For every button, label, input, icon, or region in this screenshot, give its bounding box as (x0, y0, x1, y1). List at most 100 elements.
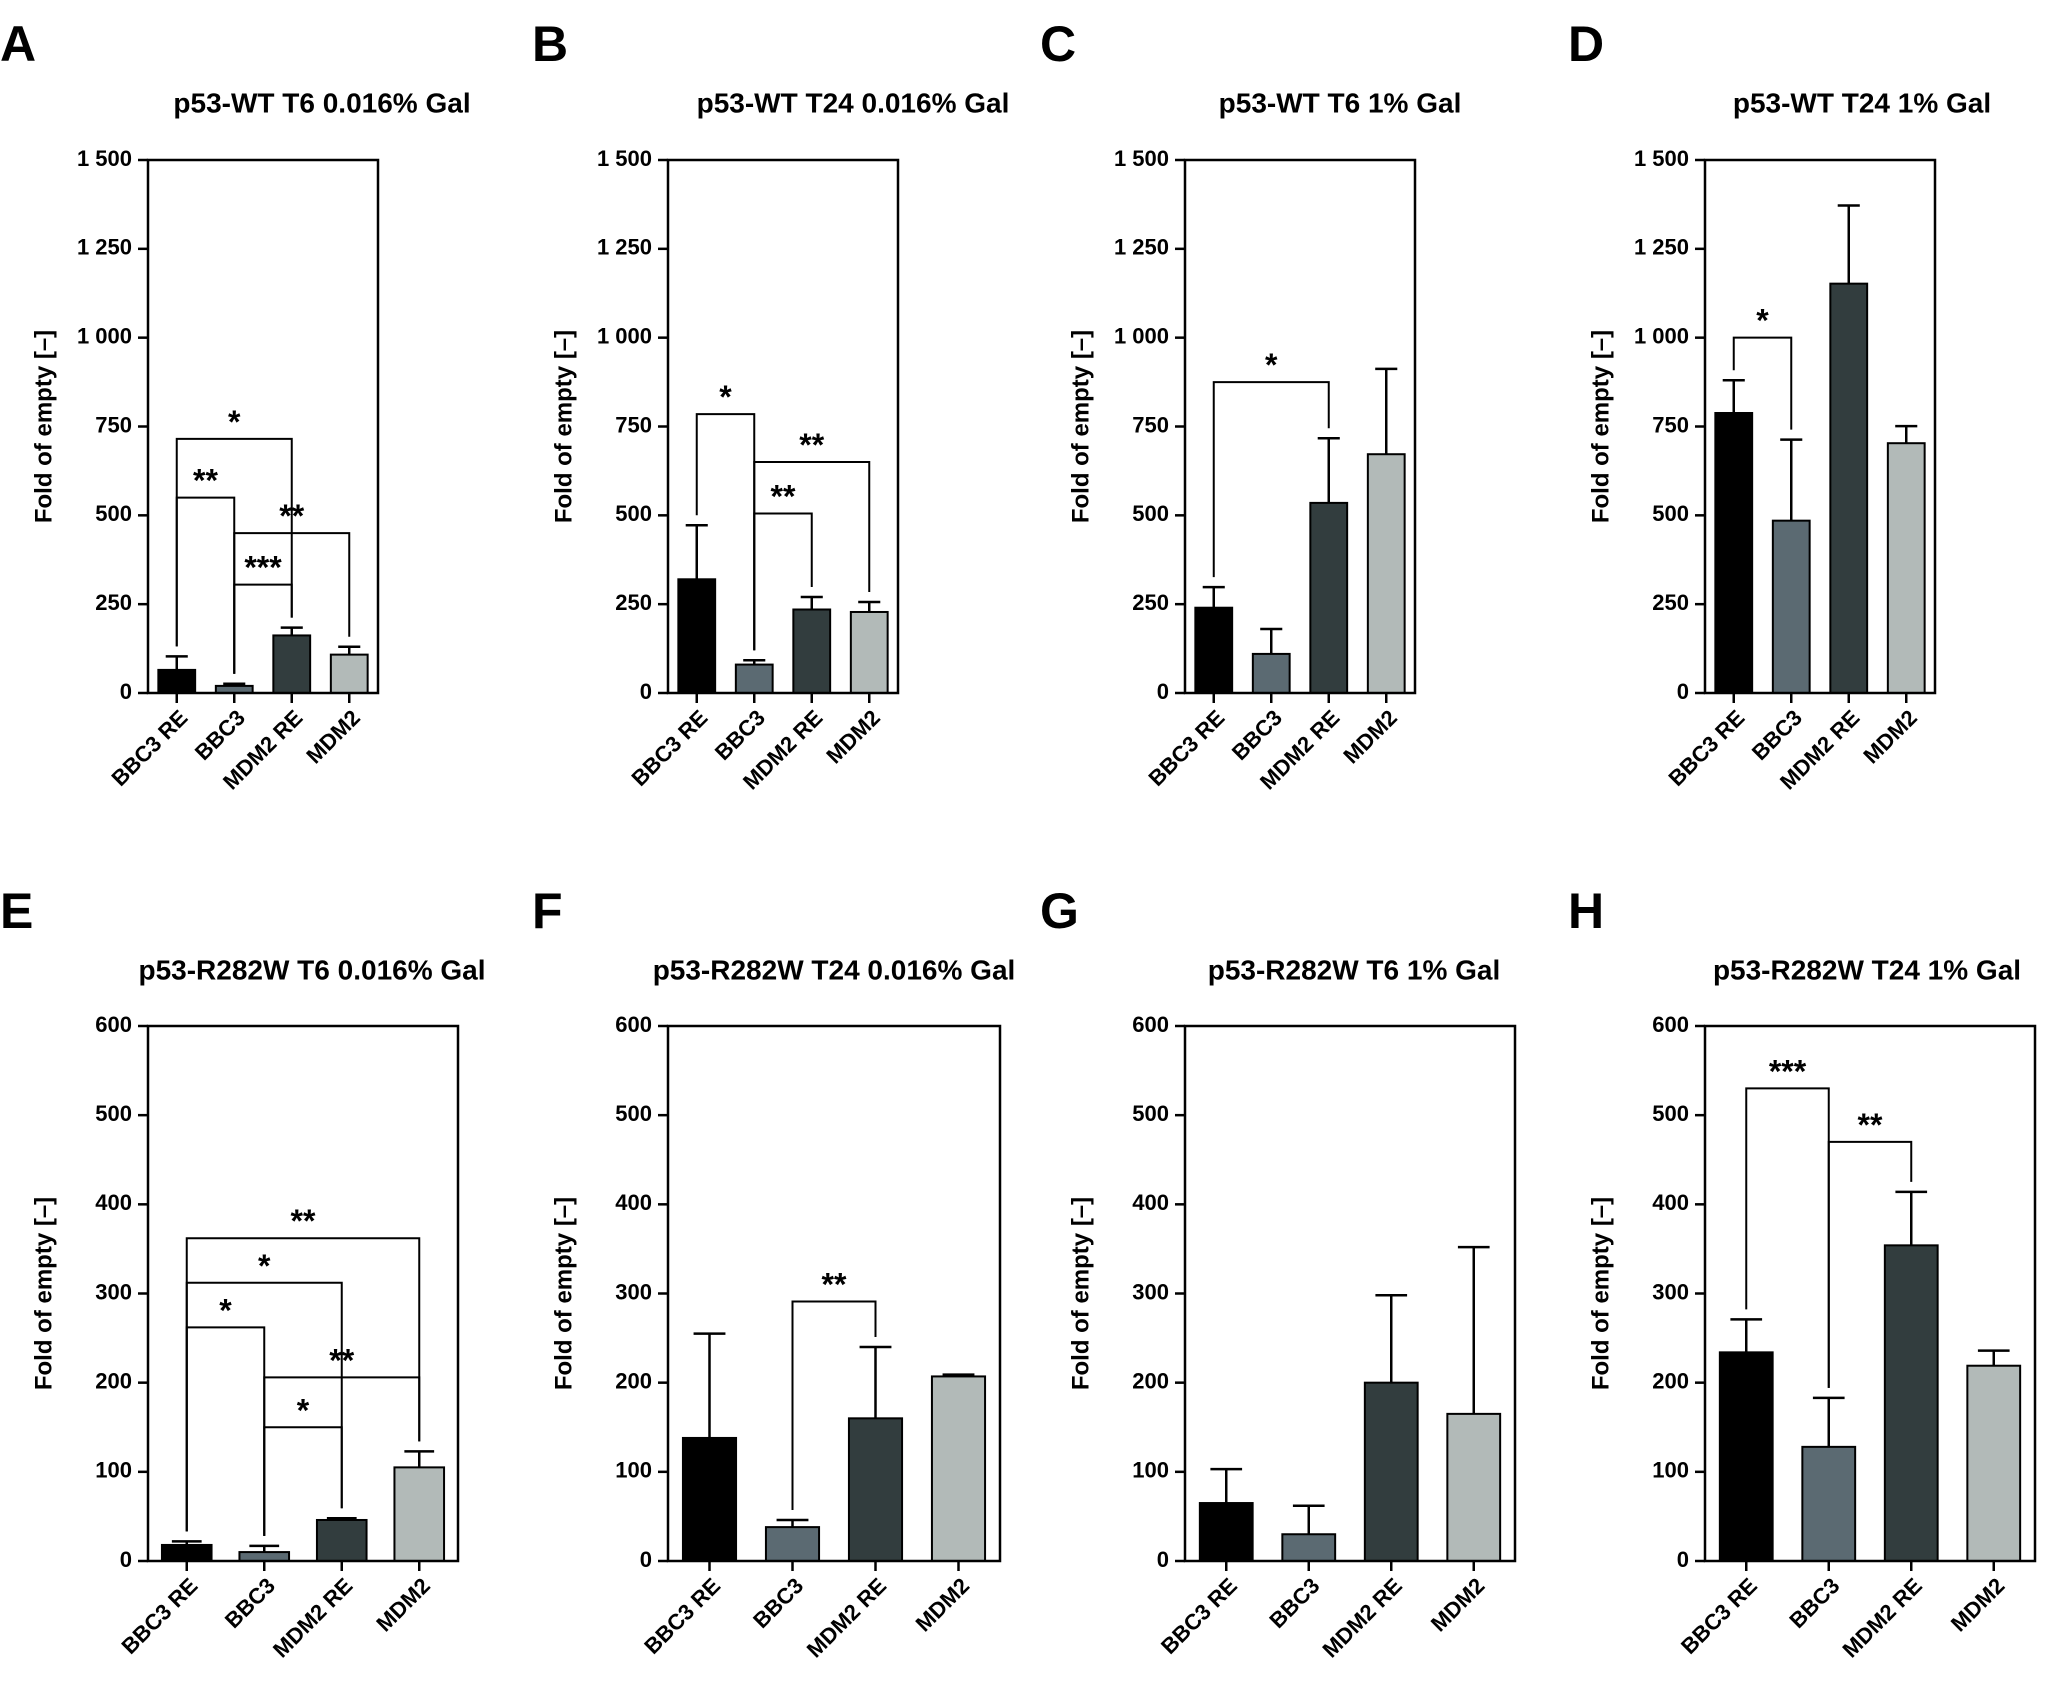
bar (393, 1466, 446, 1562)
y-tick-label: 100 (615, 1458, 652, 1483)
x-tick-label: BBC3 RE (1143, 705, 1229, 791)
x-tick-label: MDM2 (371, 1573, 434, 1636)
panel-letter: B (532, 16, 568, 72)
bar (681, 1436, 738, 1562)
y-tick-label: 400 (95, 1190, 132, 1215)
bar (1281, 1533, 1337, 1562)
x-tick-label: MDM2 RE (1317, 1573, 1406, 1662)
bar (160, 1543, 213, 1562)
y-tick-label: 1 000 (597, 323, 652, 348)
y-tick-label: 750 (1652, 412, 1689, 437)
bar (1829, 282, 1869, 694)
significance-bracket (175, 496, 236, 674)
y-axis-title: Fold of empty [–] (550, 1197, 577, 1390)
y-tick-label: 250 (95, 590, 132, 615)
y-axis-title: Fold of empty [–] (30, 1197, 57, 1390)
y-tick-label: 1 000 (1114, 323, 1169, 348)
x-tick-label: MDM2 (821, 705, 884, 768)
y-tick-label: 500 (1652, 501, 1689, 526)
y-tick-label: 1 000 (77, 323, 132, 348)
bar (1366, 453, 1406, 694)
y-tick-label: 200 (615, 1368, 652, 1393)
bar (315, 1518, 368, 1562)
significance-bracket (233, 583, 293, 674)
panel-letter: F (532, 883, 563, 939)
bar (792, 608, 832, 694)
x-tick-label: BBC3 (1264, 1573, 1324, 1633)
y-tick-label: 500 (1132, 501, 1169, 526)
panel-title: p53-R282W T6 1% Gal (1208, 954, 1501, 985)
x-tick-label: BBC3 (1784, 1573, 1844, 1633)
x-tick-label: BBC3 RE (1663, 705, 1749, 791)
y-tick-label: 0 (120, 679, 132, 704)
significance-bracket (753, 512, 813, 651)
significance-label: * (1756, 303, 1769, 339)
y-tick-label: 300 (1652, 1279, 1689, 1304)
y-tick-label: 1 500 (597, 146, 652, 171)
panel-title: p53-WT T24 1% Gal (1733, 87, 1991, 118)
significance-label: *** (244, 550, 282, 586)
y-tick-label: 200 (95, 1368, 132, 1393)
y-axis-title: Fold of empty [–] (1067, 330, 1094, 523)
y-tick-label: 750 (1132, 412, 1169, 437)
bar (329, 653, 369, 695)
bar (734, 663, 774, 694)
y-tick-label: 0 (640, 1547, 652, 1572)
significance-label: ** (771, 479, 796, 515)
panel-title: p53-WT T6 0.016% Gal (173, 87, 470, 118)
panel-title: p53-R282W T24 1% Gal (1713, 954, 2021, 985)
significance-bracket (791, 1300, 877, 1510)
x-tick-label: MDM2 (911, 1573, 974, 1636)
significance-bracket (1732, 336, 1793, 430)
bar (157, 668, 197, 694)
y-tick-label: 1 250 (597, 235, 652, 260)
bar (1771, 519, 1811, 694)
significance-label: * (219, 1292, 232, 1328)
y-tick-label: 1 250 (1634, 235, 1689, 260)
x-tick-label: BBC3 RE (626, 705, 712, 791)
bar (1198, 1502, 1254, 1562)
y-tick-label: 0 (1677, 679, 1689, 704)
bar (1363, 1381, 1419, 1562)
y-axis-title: Fold of empty [–] (1587, 330, 1614, 523)
panel-title: p53-WT T6 1% Gal (1219, 87, 1462, 118)
panel-title: p53-R282W T6 0.016% Gal (138, 954, 485, 985)
y-tick-label: 600 (1652, 1012, 1689, 1037)
bar (1718, 1351, 1774, 1562)
bar (1966, 1364, 2022, 1562)
significance-label: * (258, 1248, 271, 1284)
y-tick-label: 100 (1652, 1458, 1689, 1483)
y-tick-label: 100 (1132, 1458, 1169, 1483)
panel-letter: C (1040, 16, 1076, 72)
panel-title: p53-R282W T24 0.016% Gal (653, 954, 1016, 985)
panel-letter: E (0, 883, 33, 939)
x-tick-label: BBC3 (220, 1573, 280, 1633)
y-tick-label: 500 (1652, 1101, 1689, 1126)
significance-label: * (1265, 347, 1278, 383)
significance-label: ** (193, 463, 218, 499)
y-tick-label: 300 (95, 1279, 132, 1304)
x-tick-label: MDM2 (301, 705, 364, 768)
y-tick-label: 600 (615, 1012, 652, 1037)
y-tick-label: 100 (95, 1458, 132, 1483)
y-tick-label: 0 (120, 1547, 132, 1572)
bar (1309, 501, 1349, 694)
x-tick-label: BBC3 RE (1676, 1573, 1762, 1659)
y-tick-label: 400 (615, 1190, 652, 1215)
panel-title: p53-WT T24 0.016% Gal (697, 87, 1010, 118)
significance-label: ** (822, 1267, 847, 1303)
significance-label: * (719, 379, 732, 415)
x-tick-label: MDM2 (1426, 1573, 1489, 1636)
bar (677, 578, 717, 694)
x-tick-label: MDM2 RE (268, 1573, 357, 1662)
significance-label: ** (799, 427, 824, 463)
y-tick-label: 400 (1652, 1190, 1689, 1215)
y-tick-label: 500 (95, 501, 132, 526)
y-tick-label: 1 500 (1634, 146, 1689, 171)
